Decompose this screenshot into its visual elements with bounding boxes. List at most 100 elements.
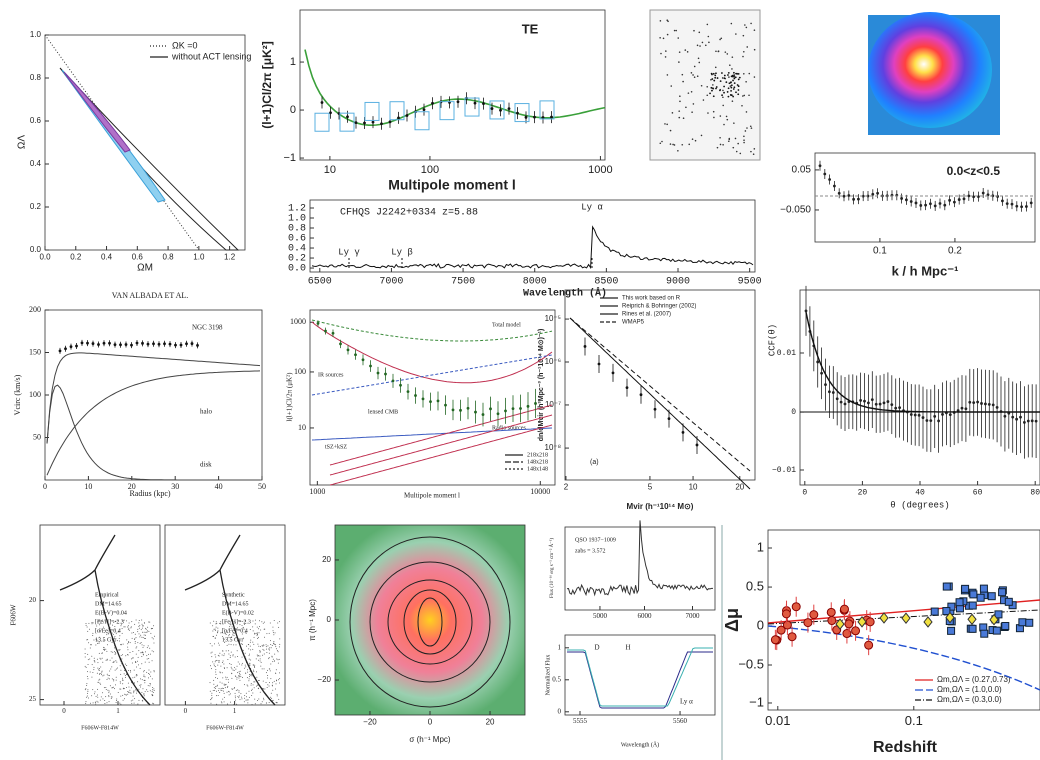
point (671, 112, 674, 114)
point (250, 673, 252, 675)
annotation: NGC 3198 (192, 324, 223, 332)
point (136, 646, 138, 648)
point (967, 194, 971, 198)
point (269, 647, 271, 649)
point (179, 343, 183, 347)
point (94, 691, 96, 693)
point (103, 687, 105, 689)
point (260, 651, 262, 653)
point (211, 697, 213, 699)
point (823, 172, 827, 176)
point (745, 81, 747, 83)
point (276, 650, 278, 652)
y-tick-label: 50 (33, 432, 41, 441)
y-tick-label: −0.5 (738, 656, 764, 671)
point (141, 691, 143, 693)
point (715, 50, 717, 53)
point (210, 668, 212, 670)
point (246, 669, 248, 671)
point (929, 202, 932, 206)
point (127, 625, 129, 627)
annotation: D (594, 644, 599, 652)
point (720, 37, 723, 40)
point (105, 689, 107, 691)
point (99, 673, 101, 675)
point (108, 701, 110, 703)
point (118, 637, 120, 639)
point (96, 639, 98, 641)
point (235, 622, 237, 624)
point (900, 197, 903, 200)
annotation: zabs = 3.572 (575, 548, 606, 554)
point (135, 674, 137, 676)
point (681, 143, 684, 146)
point (269, 649, 271, 651)
point (135, 341, 139, 345)
point (239, 624, 241, 626)
point (266, 633, 268, 635)
point (113, 679, 115, 681)
point (451, 408, 455, 412)
point (141, 625, 143, 627)
point (106, 678, 108, 680)
curve (184, 534, 276, 706)
point (277, 662, 279, 664)
point (238, 620, 240, 622)
point (130, 692, 132, 694)
point (228, 643, 230, 645)
point (241, 664, 243, 666)
point (146, 658, 148, 660)
contour (403, 589, 457, 655)
point (735, 91, 737, 94)
point (135, 619, 137, 621)
x-axis-label: k / h Mpc⁻¹ (892, 263, 959, 278)
point (106, 650, 108, 652)
point (248, 648, 250, 650)
point (147, 630, 149, 632)
point (256, 633, 258, 635)
point (672, 143, 674, 146)
point (743, 94, 746, 97)
annotation: Ly α (680, 698, 693, 706)
point (692, 103, 695, 105)
point (247, 702, 249, 704)
point (253, 636, 255, 638)
point (725, 81, 728, 84)
point (664, 123, 666, 125)
curve (59, 67, 240, 251)
point (110, 668, 112, 670)
point (150, 671, 152, 673)
point (114, 669, 116, 671)
point (96, 694, 98, 696)
point (84, 656, 86, 658)
point (249, 675, 251, 677)
y-axis-label: CCF(θ) (767, 324, 777, 356)
point (98, 679, 100, 681)
annotation: CFHQS J2242+0334 z=5.88 (340, 208, 478, 219)
point (120, 669, 122, 671)
point (742, 34, 745, 37)
y-tick-label: −0.01 (772, 466, 796, 475)
point (264, 636, 266, 638)
point (143, 674, 145, 676)
point (95, 644, 97, 646)
y-axis-label: ΩΛ (17, 135, 28, 149)
point (223, 688, 225, 690)
x-tick-label: 2 (564, 482, 569, 491)
point (745, 111, 748, 113)
point (507, 107, 511, 110)
plot-frame (164, 524, 286, 706)
point (256, 632, 258, 634)
point (258, 628, 260, 630)
x-tick-label: 10000 (530, 487, 550, 496)
contour (387, 579, 473, 665)
point (146, 671, 148, 673)
point (225, 650, 227, 652)
point (256, 700, 258, 702)
point (116, 699, 118, 701)
point (278, 626, 280, 628)
point (143, 669, 145, 671)
point (861, 194, 865, 198)
x-tick-label: 7000 (379, 277, 403, 288)
point (835, 397, 839, 401)
